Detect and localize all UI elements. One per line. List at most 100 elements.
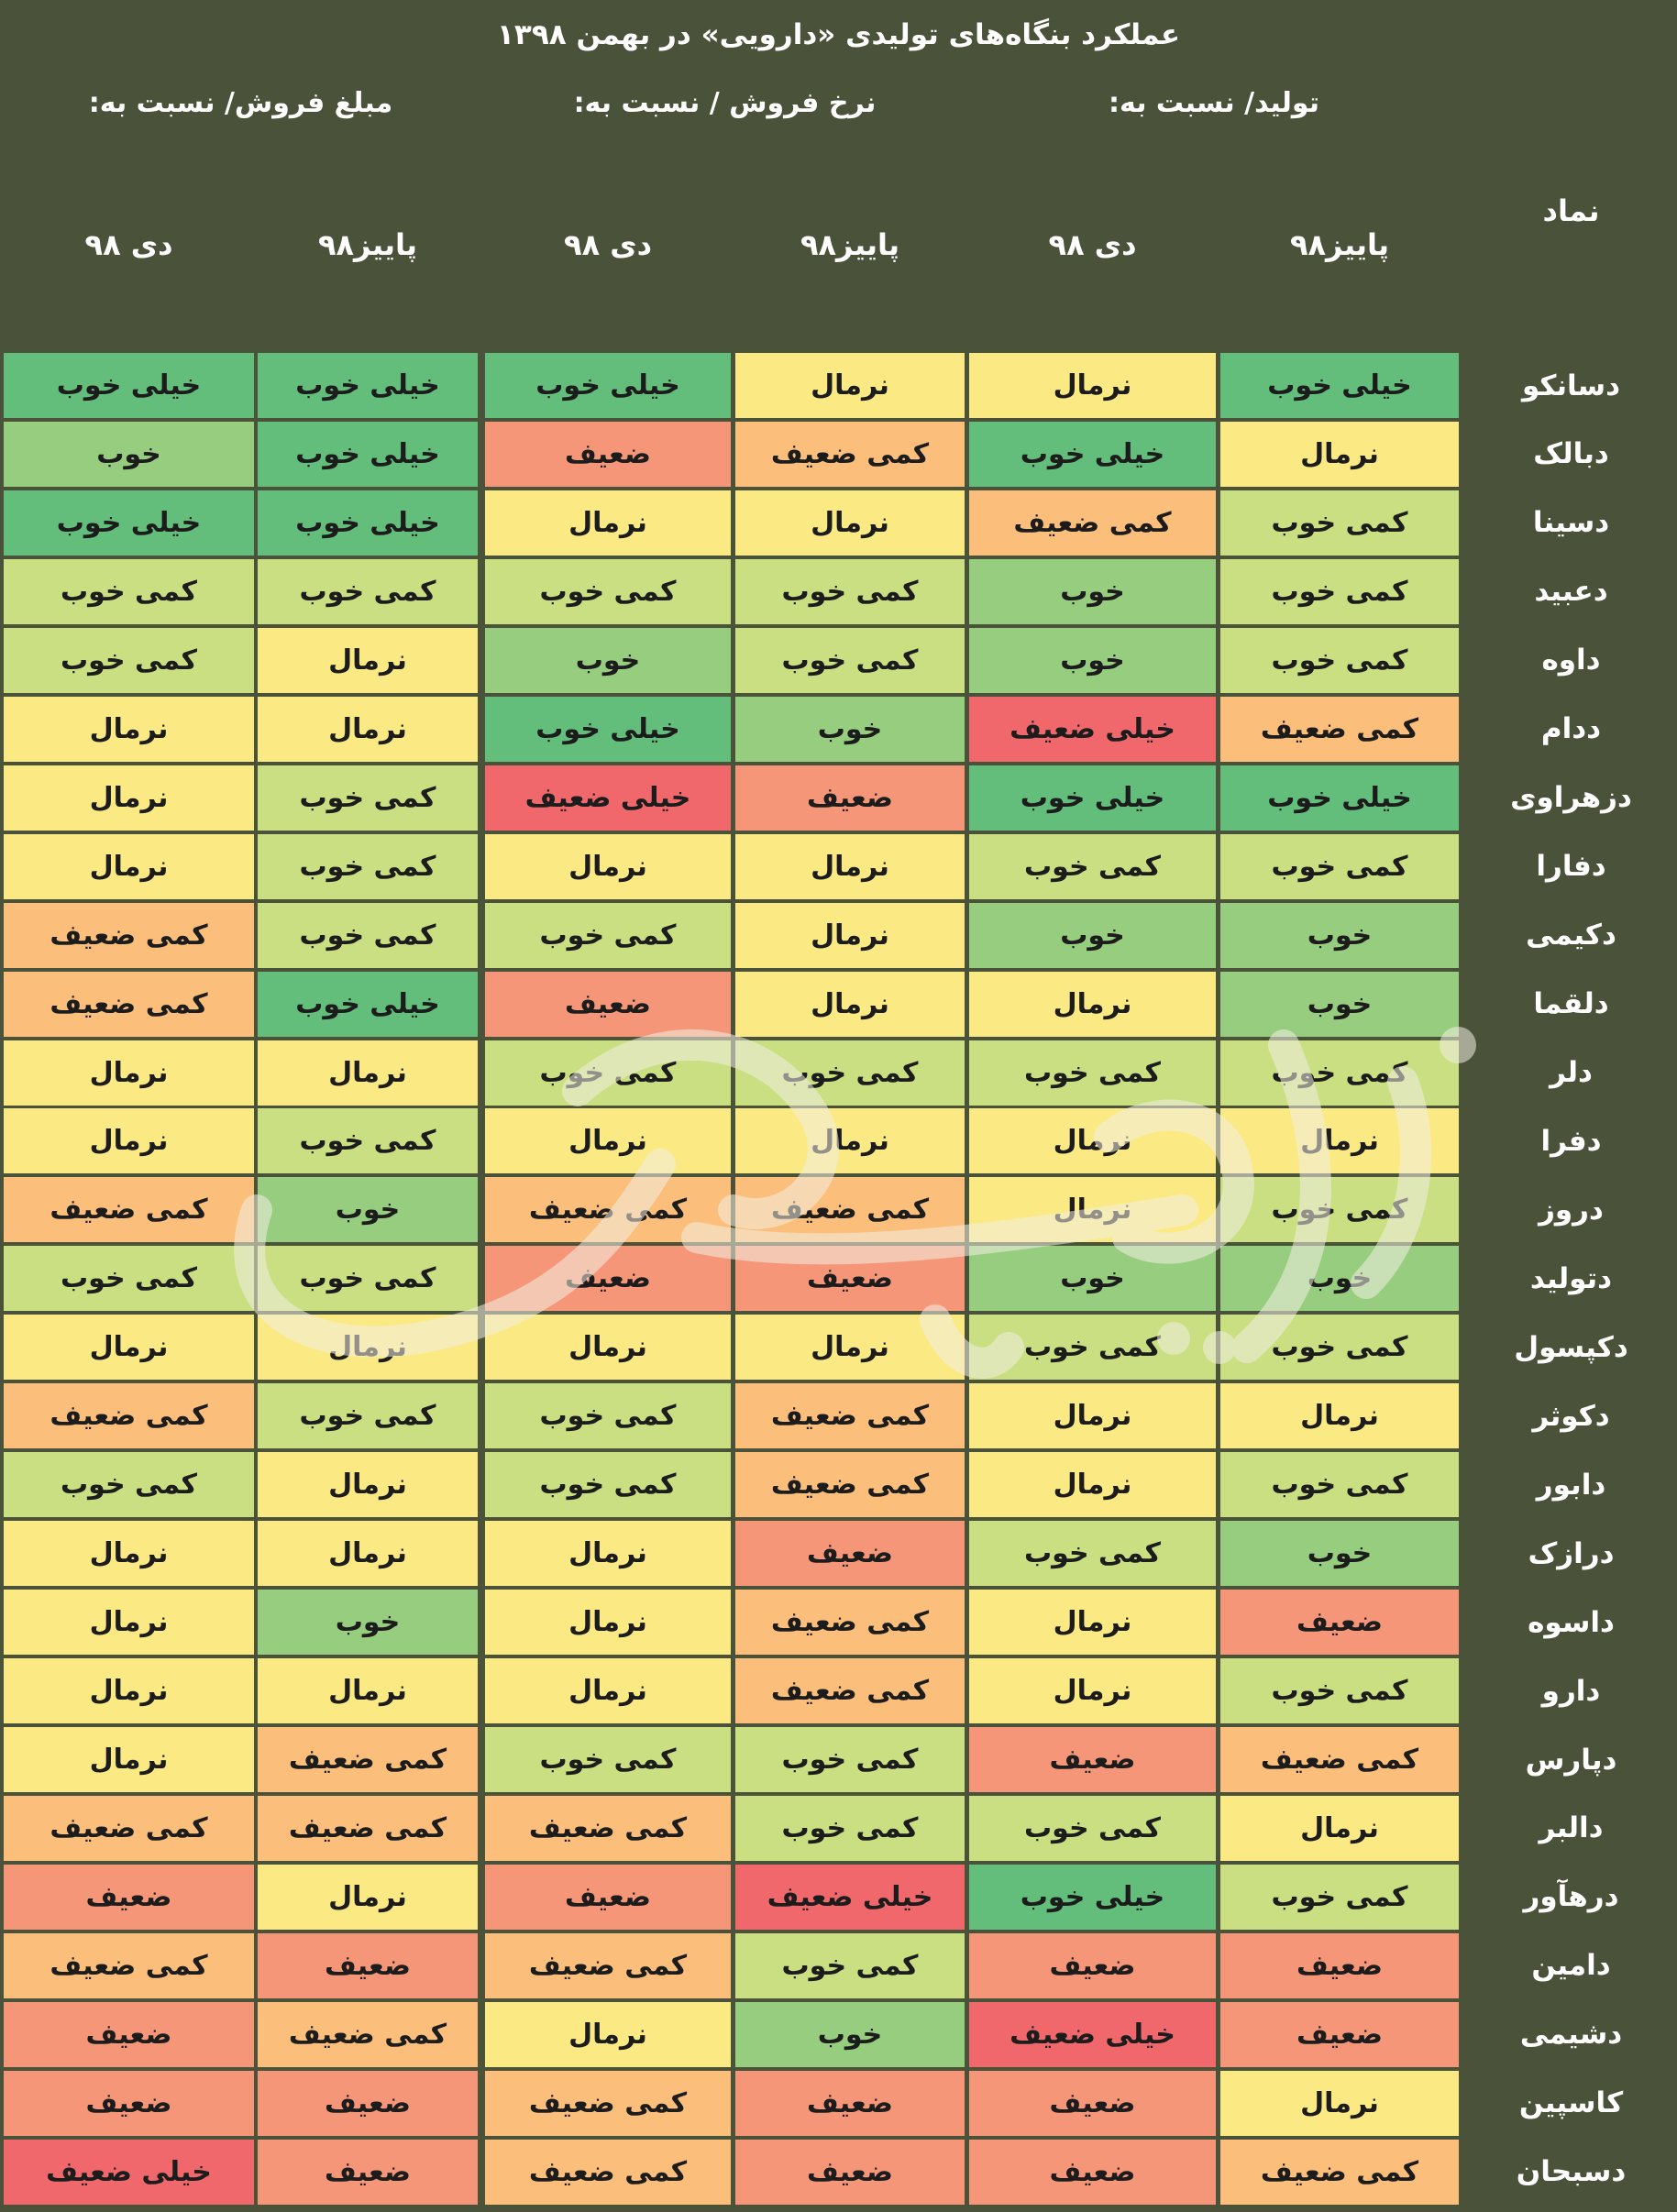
column-header: پاییز۹۸ (258, 138, 478, 350)
rating-cell: نرمال (485, 1521, 731, 1587)
symbol-cell: دتولید (1469, 1246, 1673, 1312)
rating-cell: ضعیف (4, 2001, 254, 2067)
rating-cell: ضعیف (735, 2070, 965, 2136)
rating-cell: کمی خوب (1220, 627, 1459, 693)
rating-cell: کمی ضعیف (4, 1177, 254, 1243)
rating-cell: نرمال (258, 1315, 478, 1381)
rating-cell: کمی ضعیف (485, 2139, 731, 2205)
rating-cell: نرمال (258, 1658, 478, 1724)
rating-cell: کمی ضعیف (735, 1452, 965, 1518)
rating-cell: نرمال (258, 1452, 478, 1518)
rating-cell: نرمال (258, 627, 478, 693)
rating-cell: نرمال (258, 696, 478, 762)
rating-cell: نرمال (4, 1040, 254, 1106)
symbol-cell: دامین (1469, 1932, 1673, 1998)
rating-cell: کمی ضعیف (4, 902, 254, 968)
rating-cell: کمی خوب (485, 1040, 731, 1106)
rating-cell: کمی خوب (485, 1452, 731, 1518)
rating-cell: خوب (1220, 971, 1459, 1037)
group-header: نرخ فروش / نسبت به: (485, 71, 965, 135)
symbol-cell: دروز (1469, 1177, 1673, 1243)
rating-cell: کمی خوب (4, 558, 254, 624)
rating-cell: خیلی خوب (1220, 765, 1459, 831)
rating-cell: خوب (969, 627, 1216, 693)
rating-cell: ضعیف (969, 2139, 1216, 2205)
rating-cell: کمی خوب (1220, 1452, 1459, 1518)
rating-cell: کمی خوب (1220, 1864, 1459, 1930)
rating-cell: نرمال (969, 1452, 1216, 1518)
rating-cell: کمی ضعیف (1220, 696, 1459, 762)
rating-cell: کمی خوب (258, 765, 478, 831)
rating-cell: خیلی خوب (258, 490, 478, 556)
rating-cell: نرمال (485, 833, 731, 899)
rating-cell: نرمال (485, 1590, 731, 1656)
rating-cell: خوب (485, 627, 731, 693)
symbol-cell: دسینا (1469, 490, 1673, 556)
rating-cell: نرمال (4, 1108, 254, 1174)
rating-cell: کمی خوب (485, 1383, 731, 1449)
rating-cell: کمی خوب (258, 833, 478, 899)
rating-cell: کمی ضعیف (485, 1177, 731, 1243)
rating-cell: کمی خوب (485, 902, 731, 968)
rating-cell: خوب (258, 1177, 478, 1243)
rating-cell: خوب (1220, 1521, 1459, 1587)
rating-cell: ضعیف (969, 1727, 1216, 1792)
symbol-cell: دزهراوی (1469, 765, 1673, 831)
rating-cell: کمی ضعیف (4, 1932, 254, 1998)
rating-cell: کمی خوب (258, 902, 478, 968)
rating-cell: ضعیف (1220, 1590, 1459, 1656)
rating-cell: خیلی خوب (969, 421, 1216, 487)
rating-cell: کمی ضعیف (4, 1383, 254, 1449)
rating-cell: کمی خوب (4, 627, 254, 693)
group-header: تولید/ نسبت به: (969, 71, 1459, 135)
rating-cell: کمی خوب (735, 1040, 965, 1106)
rating-cell: کمی ضعیف (735, 421, 965, 487)
rating-cell: نرمال (1220, 421, 1459, 487)
rating-cell: خیلی خوب (485, 696, 731, 762)
symbol-cell: دابور (1469, 1452, 1673, 1518)
rating-cell: نرمال (1220, 2070, 1459, 2136)
rating-cell: خیلی خوب (258, 971, 478, 1037)
rating-cell: خوب (1220, 1246, 1459, 1312)
rating-cell: خیلی ضعیف (485, 765, 731, 831)
rating-cell: کمی ضعیف (735, 1658, 965, 1724)
rating-cell: نرمال (4, 1658, 254, 1724)
rating-cell: نرمال (735, 353, 965, 418)
rating-cell: نرمال (485, 1108, 731, 1174)
rating-cell: خیلی خوب (969, 765, 1216, 831)
rating-cell: کمی خوب (735, 627, 965, 693)
symbol-cell: دکیمی (1469, 902, 1673, 968)
rating-cell: نرمال (735, 833, 965, 899)
rating-cell: کمی خوب (1220, 833, 1459, 899)
rating-cell: نرمال (4, 1521, 254, 1587)
rating-cell: کمی ضعیف (1220, 1727, 1459, 1792)
column-header: پاییز۹۸ (1220, 138, 1459, 350)
rating-cell: ضعیف (4, 1864, 254, 1930)
rating-cell: نرمال (4, 1727, 254, 1792)
rating-cell: نرمال (969, 1177, 1216, 1243)
rating-cell: کمی ضعیف (258, 1727, 478, 1792)
rating-cell: خیلی ضعیف (4, 2139, 254, 2205)
rating-cell: نرمال (4, 833, 254, 899)
rating-cell: نرمال (485, 1658, 731, 1724)
rating-cell: کمی خوب (735, 1727, 965, 1792)
symbol-cell: دسانکو (1469, 353, 1673, 418)
rating-cell: کمی خوب (735, 558, 965, 624)
rating-cell: خیلی خوب (969, 1864, 1216, 1930)
symbol-cell: دکوثر (1469, 1383, 1673, 1449)
group-header: مبلغ فروش/ نسبت به: (4, 71, 478, 135)
rating-cell: نرمال (1220, 1108, 1459, 1174)
rating-cell: نرمال (258, 1864, 478, 1930)
rating-cell: نرمال (485, 1315, 731, 1381)
rating-cell: خیلی خوب (1220, 353, 1459, 418)
rating-cell: ضعیف (485, 1864, 731, 1930)
rating-cell: ضعیف (258, 1932, 478, 1998)
rating-cell: ضعیف (969, 1932, 1216, 1998)
rating-cell: کمی خوب (4, 1246, 254, 1312)
rating-cell: کمی ضعیف (258, 1795, 478, 1861)
rating-cell: نرمال (735, 490, 965, 556)
rating-cell: نرمال (4, 696, 254, 762)
rating-cell: خوب (735, 696, 965, 762)
rating-cell: کمی ضعیف (485, 1795, 731, 1861)
